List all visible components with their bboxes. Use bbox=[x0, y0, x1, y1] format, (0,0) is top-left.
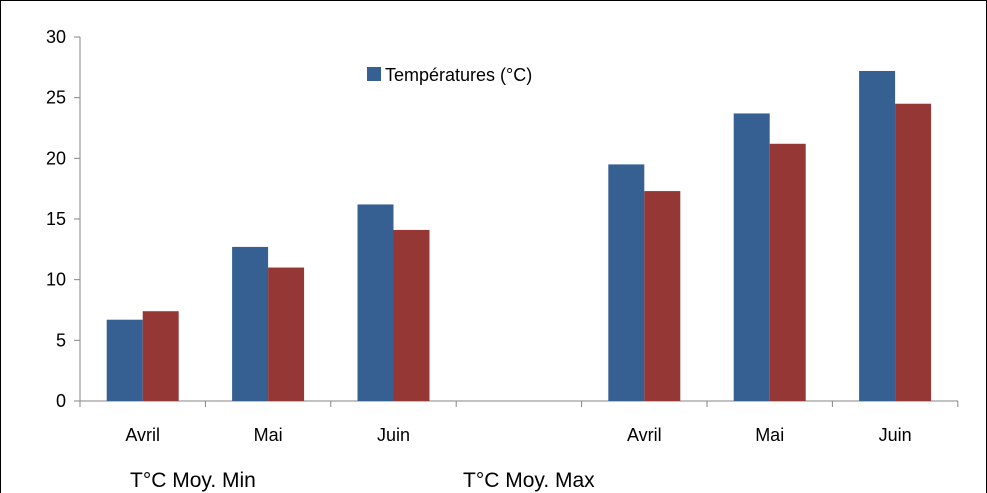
y-tick-label: 15 bbox=[46, 209, 66, 229]
bar-series-1 bbox=[859, 70, 896, 402]
bar-series-1 bbox=[106, 319, 143, 401]
legend-label: Températures (°C) bbox=[385, 65, 532, 85]
bar-series-2 bbox=[393, 229, 430, 401]
category-label: Avril bbox=[125, 425, 160, 445]
category-labels: Avril Mai Juin Avril Mai Juin bbox=[125, 425, 911, 445]
category-label: Mai bbox=[755, 425, 784, 445]
bar-series-1 bbox=[357, 204, 394, 401]
bars bbox=[106, 70, 932, 402]
bar-series-1 bbox=[608, 164, 645, 401]
y-tick-label: 30 bbox=[46, 27, 66, 47]
bar-series-1 bbox=[232, 246, 269, 401]
x-axis bbox=[79, 400, 959, 407]
category-label: Mai bbox=[254, 425, 283, 445]
bar-series-1 bbox=[733, 113, 770, 401]
y-tick-label: 5 bbox=[56, 330, 66, 350]
bar-series-2 bbox=[769, 143, 806, 402]
category-label: Avril bbox=[627, 425, 662, 445]
group-label: T°C Moy. Min bbox=[130, 469, 256, 492]
y-tick-label: 25 bbox=[46, 88, 66, 108]
group-label: T°C Moy. Max bbox=[463, 469, 595, 492]
group-labels: T°C Moy. Min T°C Moy. Max bbox=[130, 469, 595, 492]
y-axis: 0 5 10 15 20 25 30 bbox=[46, 27, 81, 411]
category-label: Juin bbox=[377, 425, 410, 445]
y-tick-label: 0 bbox=[56, 391, 66, 411]
bar-series-2 bbox=[644, 191, 681, 401]
legend-swatch bbox=[367, 67, 381, 81]
y-tick-label: 10 bbox=[46, 270, 66, 290]
legend: Températures (°C) bbox=[367, 65, 532, 85]
bar-series-2 bbox=[895, 103, 932, 401]
bar-series-2 bbox=[268, 267, 305, 401]
bar-series-2 bbox=[142, 311, 179, 401]
y-tick-label: 20 bbox=[46, 148, 66, 168]
category-label: Juin bbox=[879, 425, 912, 445]
